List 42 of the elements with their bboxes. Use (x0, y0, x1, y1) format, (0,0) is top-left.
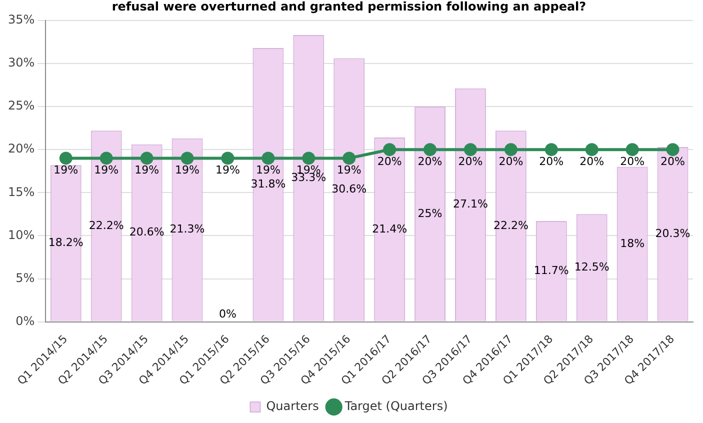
y-tick-label: 20% (8, 142, 35, 156)
data-label: 20% (458, 154, 483, 168)
data-label: 19% (256, 164, 280, 177)
data-label: 33.3% (291, 171, 326, 184)
data-label: 20% (418, 154, 442, 168)
data-label: 25% (418, 206, 442, 220)
data-label: 20% (580, 154, 604, 168)
y-tick-label: 35% (8, 12, 35, 27)
data-label: 19% (94, 164, 119, 177)
data-label: 31.8% (250, 177, 286, 190)
data-label: 20% (620, 154, 645, 168)
data-label: 20% (498, 154, 524, 168)
y-tick-label: 25% (8, 98, 35, 113)
data-label: 19% (175, 164, 200, 177)
data-label: 19% (336, 164, 362, 177)
data-label: 19% (134, 164, 160, 177)
data-label: 22.2% (493, 218, 528, 232)
y-tick-label: 15% (8, 184, 35, 199)
data-label: 27.1% (453, 198, 488, 211)
data-label: 0% (219, 308, 236, 321)
data-label: 18.2% (48, 236, 84, 250)
data-label: 12.5% (574, 260, 610, 274)
data-label: 20.6% (129, 226, 164, 239)
y-tick-label: 5% (16, 270, 35, 285)
data-label: 11.7% (534, 264, 569, 278)
data-label: 20.3% (655, 227, 690, 240)
legend-label: Quarters (266, 399, 319, 414)
data-label: 19% (216, 164, 240, 177)
data-label: 19% (54, 164, 78, 177)
data-label: 21.4% (372, 222, 408, 236)
data-label: 22.2% (88, 218, 124, 232)
y-tick-label: 30% (8, 56, 35, 70)
data-label: 20% (660, 154, 685, 168)
y-tick-label: 0% (16, 314, 35, 328)
data-label: 21.3% (170, 222, 205, 236)
data-label: 20% (377, 154, 402, 168)
data-label: 30.6% (332, 182, 367, 196)
data-label: 18% (620, 236, 645, 250)
data-label: 20% (539, 154, 564, 168)
legend-label: Target (Quarters) (344, 399, 448, 414)
chart-title: refusal were overturned and granted permission following an appeal? (112, 0, 586, 14)
y-tick-label: 10% (8, 228, 35, 242)
